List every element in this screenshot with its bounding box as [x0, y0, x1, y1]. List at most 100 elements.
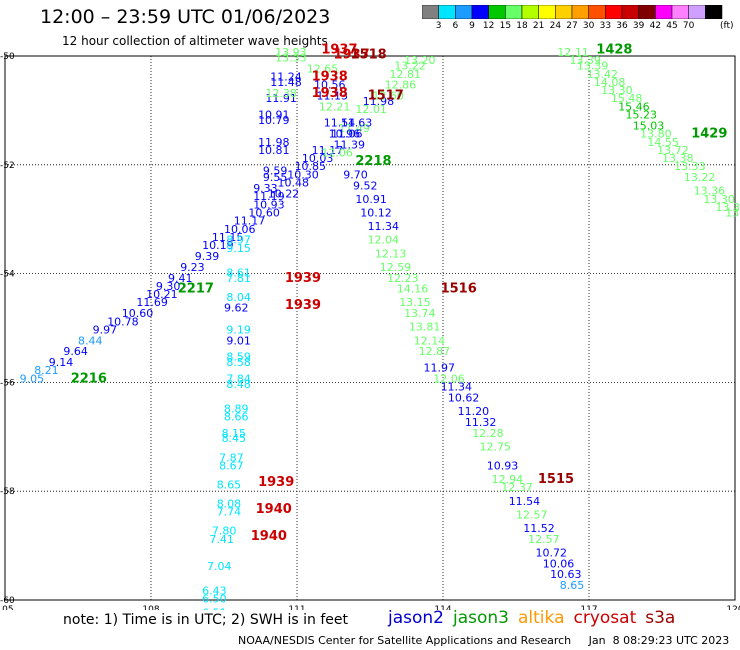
wave-height-label: 13.36 — [694, 185, 726, 198]
pass-time-label: 1939 — [285, 298, 321, 313]
wave-height-label: 8.65 — [560, 579, 585, 592]
wave-height-label: 8.48 — [226, 378, 251, 391]
wave-height-label: 13.81 — [409, 321, 441, 334]
wave-height-label: 12.04 — [368, 234, 400, 247]
wave-height-label: 10.06 — [224, 223, 256, 236]
satellite-altika: altika — [518, 608, 565, 628]
wave-height-label: 13.33 — [275, 51, 307, 64]
wave-height-label: 14.08 — [594, 76, 626, 89]
pass-time-label: 2216 — [71, 371, 107, 386]
legend-tick-label: 21 — [532, 21, 545, 31]
wave-height-label: 10.63 — [550, 568, 582, 581]
wave-height-label: 10.62 — [448, 391, 480, 404]
y-tick-label: -56 — [0, 378, 15, 388]
legend-tick-label: 6 — [452, 21, 459, 31]
wave-height-label: 12.11 — [557, 46, 589, 59]
wave-height-label: 11.19 — [253, 190, 285, 203]
wave-height-label: 12.87 — [419, 345, 451, 358]
wave-height-label: 12.13 — [375, 247, 407, 260]
wave-height-label: 9.23 — [180, 261, 205, 274]
wave-height-label: 10.21 — [146, 288, 178, 301]
wave-height-label: 7.87 — [219, 451, 244, 464]
x-tick-label: 114 — [434, 605, 451, 610]
wave-height-label: 11.48 — [270, 76, 302, 89]
wave-height-label: 8.66 — [224, 410, 249, 423]
wave-height-label: 10.48 — [278, 177, 310, 190]
pass-time-label: 1429 — [691, 127, 727, 142]
wave-height-label: 11.54 — [509, 495, 541, 508]
wave-height-label: 8.04 — [226, 291, 251, 304]
satellite-jason3: jason3 — [453, 608, 509, 628]
wave-height-label: 8.15 — [222, 427, 247, 440]
legend-tick-label: 36 — [616, 21, 628, 31]
pass-time-label: 1428 — [596, 42, 632, 57]
wave-height-label: 12.86 — [385, 79, 417, 92]
wave-height-label: 11.52 — [523, 522, 555, 535]
wave-height-label: 13.72 — [657, 144, 689, 157]
legend-tick-label: 39 — [632, 21, 645, 31]
wave-height-label: 11.97 — [424, 362, 456, 375]
wave-height-label: 10.22 — [268, 187, 300, 200]
legend-tick-label: 3 — [435, 21, 442, 31]
pass-time-label: 1517 — [368, 89, 404, 104]
pass-time-label: 1938 — [312, 86, 348, 101]
wave-height-label: 7.84 — [226, 372, 251, 385]
legend-tick-label: 18 — [516, 21, 528, 31]
wave-height-label: 8.67 — [219, 459, 244, 472]
legend-tick-label: 33 — [599, 21, 612, 31]
wave-height-label: 12.57 — [516, 508, 548, 521]
wave-height-label: 10.85 — [295, 160, 327, 173]
color-legend-bar — [422, 5, 723, 19]
y-tick-label: -58 — [0, 487, 15, 497]
wave-height-label: 9.52 — [353, 179, 378, 192]
wave-height-label: 10.91 — [258, 109, 290, 122]
pass-time-label: 1516 — [441, 282, 477, 297]
wave-height-label: 10.56 — [314, 79, 346, 92]
wave-height-label: 9.15 — [226, 242, 251, 255]
wave-height-label: 12.57 — [528, 533, 560, 546]
legend-tick-label: 27 — [566, 21, 578, 31]
wave-height-label: 11.34 — [368, 220, 400, 233]
wave-height-label: 11.98 — [258, 136, 290, 149]
pass-time-label: 1940 — [251, 529, 287, 544]
wave-height-label: 8.21 — [34, 364, 59, 377]
wave-height-label: 10.79 — [258, 114, 290, 127]
wave-height-label: 11.39 — [334, 138, 366, 151]
wave-height-label: 13.22 — [394, 60, 426, 73]
x-tick-label: 120 — [726, 605, 740, 610]
wave-height-label: 13.15 — [399, 296, 431, 309]
wave-height-label: 12.65 — [307, 62, 339, 75]
wave-height-label: 9.19 — [226, 323, 251, 336]
wave-height-label: 9.41 — [168, 272, 193, 285]
plot-frame — [4, 55, 736, 601]
wave-height-label: 8.08 — [217, 498, 242, 511]
legend-swatch — [705, 5, 723, 19]
wave-height-label: 10.06 — [543, 557, 575, 570]
wave-height-label: 14.55 — [647, 136, 679, 149]
wave-height-label: 11.17 — [234, 215, 266, 228]
chart-subtitle: 12 hour collection of altimeter wave hei… — [62, 34, 328, 48]
color-legend-ticks: 3 6 9 12 15 18 21 24 27 30 33 36 39 42 45 70 — [422, 21, 740, 35]
wave-height-label: 11.24 — [270, 70, 302, 83]
wave-height-label: 9.64 — [63, 345, 88, 358]
wave-height-label: 12.01 — [355, 103, 387, 116]
wave-height-label: 10.93 — [253, 198, 285, 211]
wave-height-label: 10.19 — [202, 239, 234, 252]
wave-height-label: 11.63 — [341, 117, 373, 130]
wave-height-label: 6.43 — [202, 585, 227, 598]
wave-height-label: 13.30 — [703, 193, 735, 206]
wave-height-label: 15.03 — [633, 119, 665, 132]
wave-height-label: 15.23 — [626, 109, 658, 122]
wave-height-label: 8.61 — [226, 266, 251, 279]
wave-height-label: 7.04 — [207, 560, 232, 573]
wave-height-label: 11.54 — [324, 117, 356, 130]
wave-height-label: 13.80 — [640, 128, 672, 141]
wave-height-label: 9.70 — [343, 168, 368, 181]
pass-time-label: 1939 — [285, 271, 321, 286]
y-tick-label: -50 — [0, 52, 15, 62]
wave-height-label: 12.37 — [501, 481, 533, 494]
wave-height-label: 12.21 — [319, 100, 351, 113]
wave-height-label: 10.60 — [248, 206, 279, 219]
y-tick-label: -52 — [0, 161, 15, 171]
wave-height-label: 12.23 — [387, 272, 419, 285]
